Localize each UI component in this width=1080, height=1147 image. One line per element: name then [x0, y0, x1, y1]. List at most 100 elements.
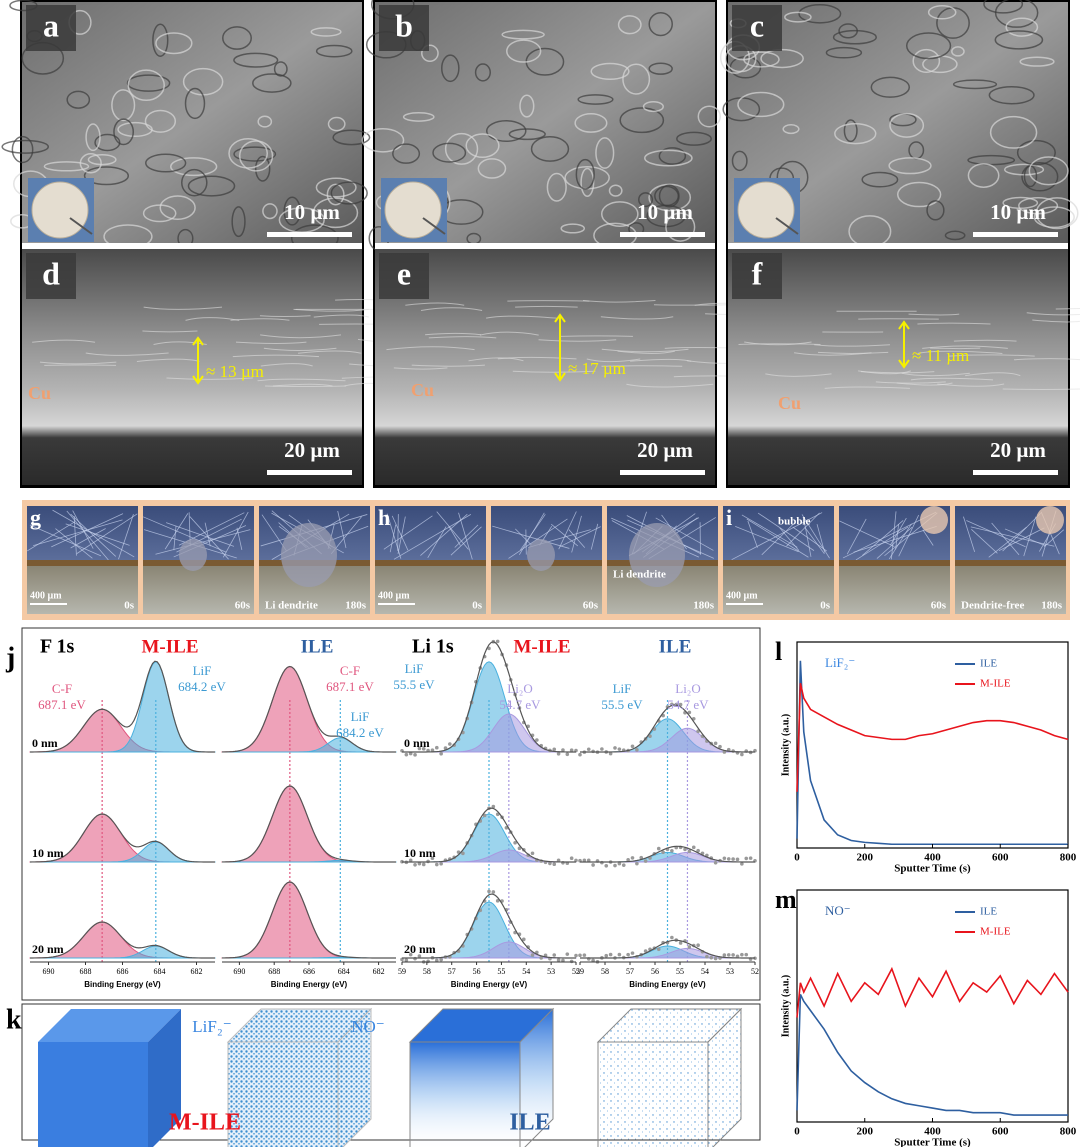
envelope: [402, 893, 577, 959]
texture: [391, 515, 409, 551]
data-dot: [535, 738, 539, 742]
texture: [111, 89, 136, 122]
texture: [595, 137, 615, 169]
time-label: 60s: [235, 600, 251, 612]
substrate-label: Cu: [778, 393, 801, 413]
texture: [655, 517, 714, 551]
texture: [792, 526, 827, 552]
peak-energy: 687.1 eV: [38, 697, 86, 712]
peak-name: C-F: [52, 681, 72, 696]
texture: [454, 524, 479, 548]
texture: [485, 120, 527, 142]
texture: [875, 381, 946, 384]
texture: [512, 370, 596, 373]
texture: [546, 172, 567, 202]
data-dot: [740, 862, 744, 866]
texture: [917, 350, 1003, 354]
data-dot: [448, 742, 452, 746]
texture: [888, 523, 912, 560]
texture: [1013, 358, 1080, 361]
texture: [731, 512, 823, 561]
peak-name: LiF: [613, 681, 632, 696]
texture: [127, 69, 165, 102]
data-dot: [586, 858, 591, 863]
texture: [142, 204, 177, 223]
texture: [1005, 17, 1039, 37]
frame-electrode: [839, 560, 950, 566]
texture: [113, 118, 135, 146]
texture: [136, 358, 200, 362]
depth-label: 20 nm: [404, 942, 436, 956]
data-dot: [678, 941, 683, 945]
data-dot: [661, 850, 665, 855]
sem-image: [375, 249, 715, 485]
data-dot: [548, 861, 552, 866]
texture: [262, 203, 278, 220]
data-dot: [552, 747, 557, 752]
texture: [337, 510, 347, 549]
frame-bottom: [27, 566, 138, 614]
texture: [571, 515, 582, 553]
texture: [560, 223, 586, 234]
arrow-head: [192, 336, 204, 385]
cube-front: [597, 1041, 709, 1147]
texture: [254, 155, 271, 182]
texture: [181, 168, 208, 197]
texture: [72, 510, 94, 549]
frame-bottom: [143, 566, 254, 614]
inset-disc: [737, 181, 795, 239]
data-dot: [404, 958, 409, 962]
data-dot: [569, 959, 574, 964]
depth-label: 10 nm: [404, 846, 436, 860]
x-tick-label: 59: [576, 967, 584, 976]
texture: [260, 363, 313, 367]
data-dot: [435, 862, 439, 867]
data-dot: [608, 751, 613, 756]
series-line: [796, 683, 1069, 792]
texture: [66, 510, 109, 561]
data-dot: [408, 858, 413, 863]
texture: [782, 124, 800, 135]
texture: [486, 315, 557, 319]
scale-bar: [620, 232, 705, 237]
texture: [43, 161, 90, 172]
texture: [1026, 312, 1080, 316]
texture: [843, 119, 858, 143]
texture: [944, 230, 966, 241]
texture: [896, 382, 953, 386]
data-dot: [530, 851, 535, 856]
data-dot: [552, 953, 557, 957]
inset-tweezer: [775, 217, 799, 235]
texture: [330, 181, 368, 205]
data-dot: [430, 856, 435, 861]
texture: [27, 521, 76, 552]
x-tick-label: 690: [233, 967, 245, 976]
texture: [988, 85, 1035, 105]
texture: [474, 63, 491, 82]
label: h: [378, 505, 390, 530]
x-tick-label: 200: [857, 852, 874, 864]
texture: [315, 44, 353, 58]
data-dot: [586, 747, 591, 752]
x-tick-label: 0: [794, 1126, 800, 1138]
texture: [757, 512, 815, 551]
texture: [252, 73, 292, 93]
x-tick-label: 59: [398, 967, 406, 976]
data-dot: [740, 752, 744, 757]
data-dot: [439, 957, 443, 962]
data-dot: [591, 749, 595, 754]
texture: [257, 115, 273, 128]
texture: [642, 101, 664, 113]
texture: [166, 522, 235, 547]
texture: [580, 167, 595, 197]
data-dot: [630, 856, 635, 860]
data-dot: [417, 954, 422, 958]
data-dot: [413, 862, 417, 867]
x-tick-label: 686: [117, 967, 129, 976]
texture: [222, 26, 252, 50]
texture: [744, 341, 812, 346]
label-box: [379, 5, 429, 51]
data-dot: [513, 840, 517, 845]
texture: [492, 525, 570, 549]
plot-frame: [796, 889, 1069, 1123]
